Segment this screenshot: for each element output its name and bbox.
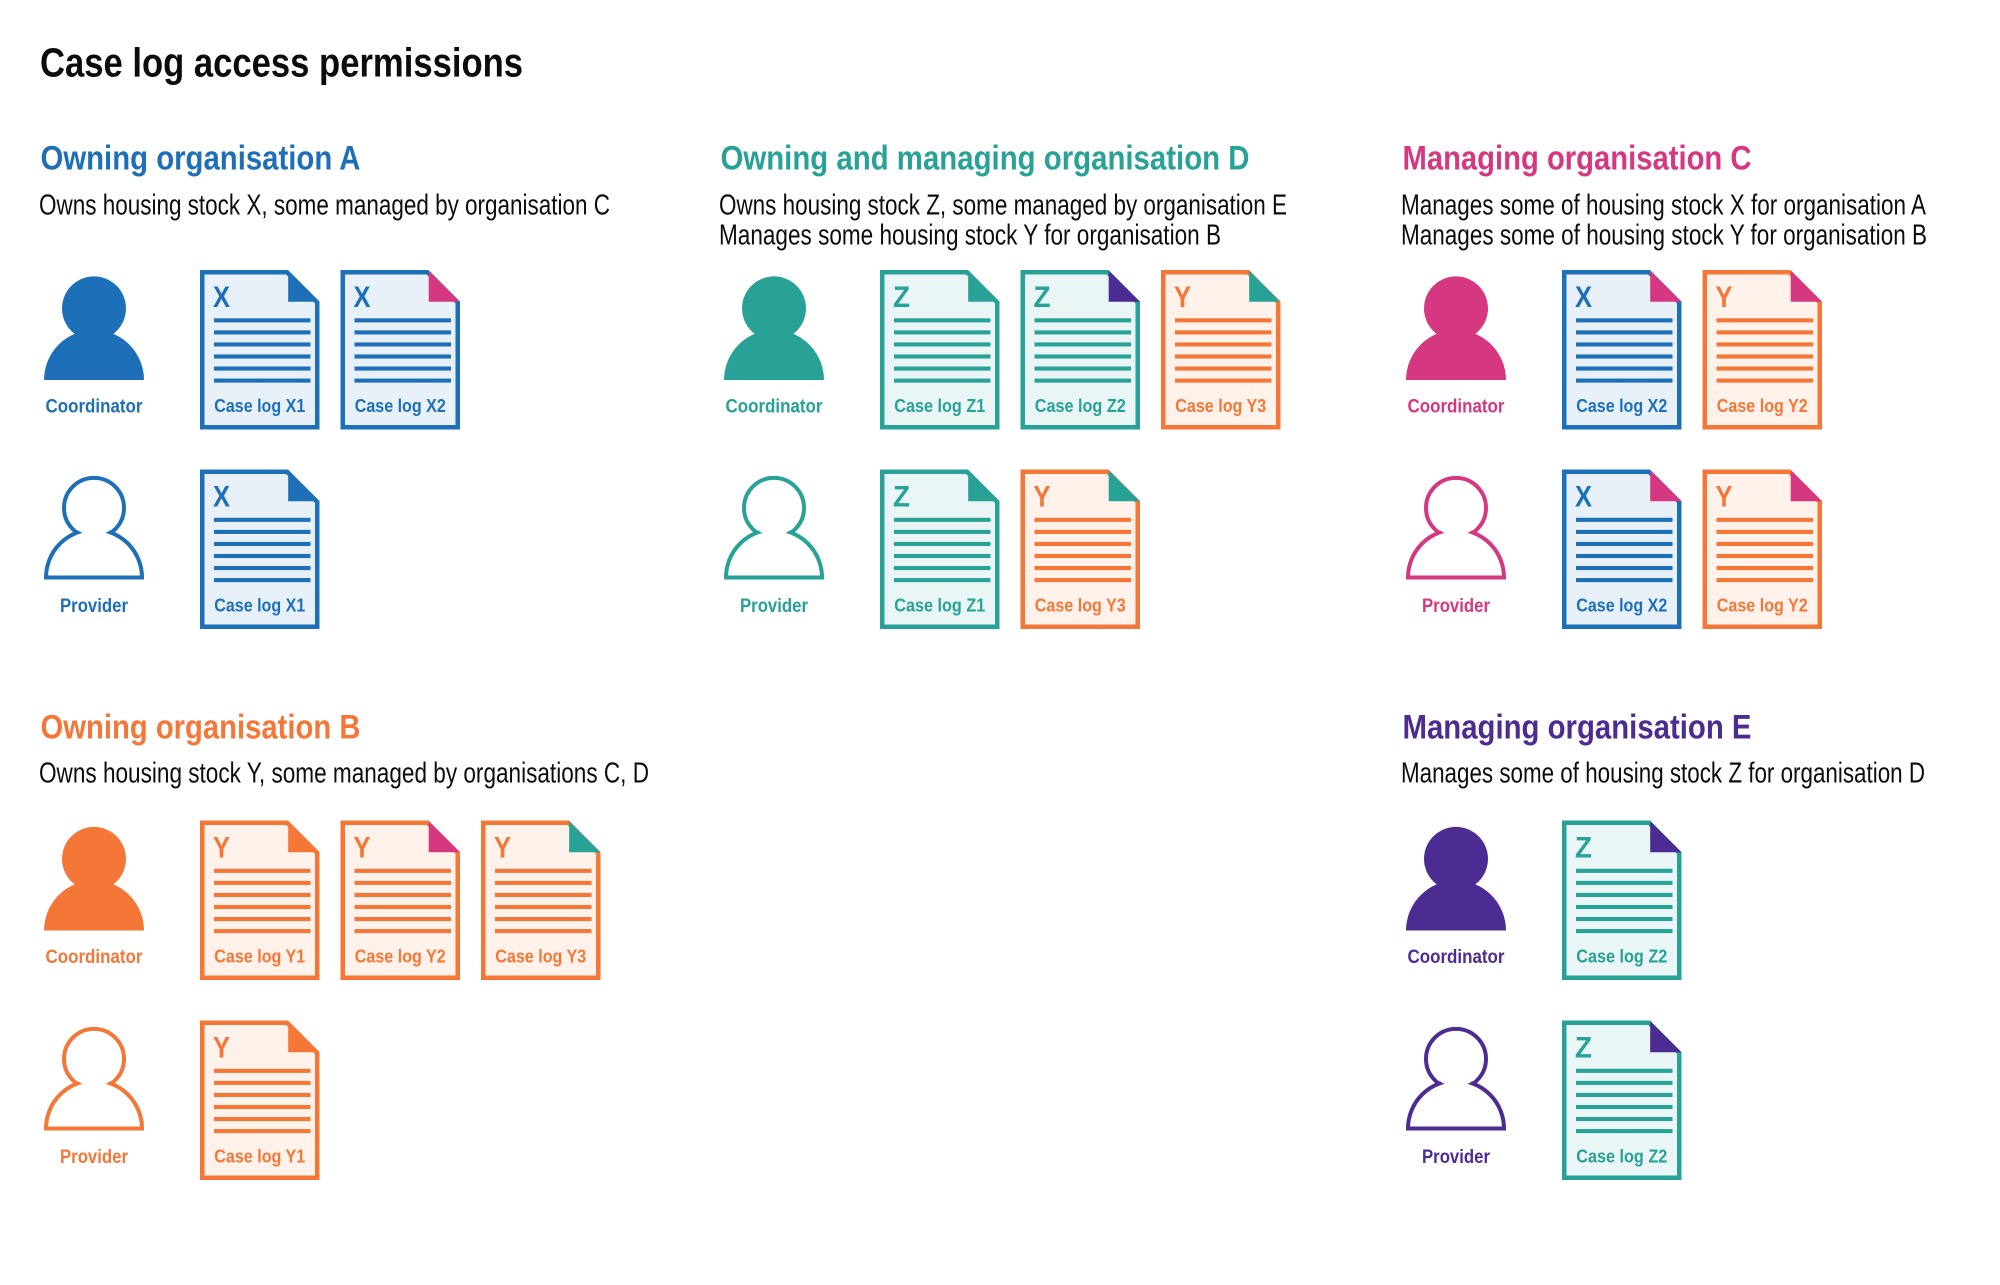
svg-text:X: X — [354, 281, 371, 314]
svg-text:Case log access permissions: Case log access permissions — [40, 40, 523, 86]
svg-text:Manages some housing stock Y f: Manages some housing stock Y for organis… — [719, 219, 1221, 251]
svg-text:Case log Y2: Case log Y2 — [1717, 396, 1808, 416]
svg-text:Y: Y — [494, 832, 511, 865]
svg-text:Provider: Provider — [1422, 1146, 1490, 1168]
svg-text:Case log X1: Case log X1 — [214, 396, 305, 416]
svg-text:Y: Y — [1034, 481, 1051, 514]
svg-text:Case log Z1: Case log Z1 — [894, 596, 985, 616]
svg-text:Case log Y3: Case log Y3 — [1175, 396, 1266, 416]
svg-text:Y: Y — [1716, 481, 1733, 514]
svg-text:Case log Y1: Case log Y1 — [214, 1147, 305, 1167]
svg-text:Provider: Provider — [60, 1146, 128, 1168]
svg-text:Case log Z2: Case log Z2 — [1576, 947, 1667, 967]
svg-text:Coordinator: Coordinator — [726, 395, 823, 417]
svg-text:Case log Z1: Case log Z1 — [894, 396, 985, 416]
svg-text:Owning and managing organisati: Owning and managing organisation D — [721, 139, 1250, 177]
svg-text:Z: Z — [893, 481, 910, 514]
svg-text:Owning organisation B: Owning organisation B — [41, 709, 361, 747]
svg-text:Manages some of housing stock: Manages some of housing stock Y for orga… — [1401, 219, 1927, 251]
svg-text:Owns housing stock X, some man: Owns housing stock X, some managed by or… — [39, 190, 610, 222]
svg-text:Owns housing stock Y, some man: Owns housing stock Y, some managed by or… — [39, 758, 649, 790]
svg-text:Case log Y1: Case log Y1 — [214, 947, 305, 967]
svg-text:Case log Z2: Case log Z2 — [1035, 396, 1126, 416]
svg-text:Z: Z — [1575, 1032, 1592, 1065]
svg-text:Y: Y — [1716, 281, 1733, 314]
svg-text:Provider: Provider — [1422, 595, 1490, 617]
svg-text:Case log Y3: Case log Y3 — [1035, 596, 1126, 616]
svg-text:Case log X2: Case log X2 — [1576, 396, 1667, 416]
svg-text:X: X — [1575, 481, 1592, 514]
svg-text:Coordinator: Coordinator — [1408, 395, 1505, 417]
svg-text:Z: Z — [1034, 281, 1051, 314]
svg-text:Y: Y — [1174, 281, 1191, 314]
svg-text:Managing organisation C: Managing organisation C — [1403, 139, 1752, 177]
svg-text:Provider: Provider — [60, 595, 128, 617]
svg-text:Managing organisation E: Managing organisation E — [1403, 709, 1752, 747]
svg-text:Coordinator: Coordinator — [1408, 946, 1505, 968]
svg-text:Owning organisation A: Owning organisation A — [41, 139, 361, 177]
svg-text:Coordinator: Coordinator — [46, 946, 143, 968]
svg-text:Y: Y — [213, 832, 230, 865]
svg-text:X: X — [213, 281, 230, 314]
svg-text:Y: Y — [354, 832, 371, 865]
svg-text:Y: Y — [213, 1032, 230, 1065]
svg-text:Manages some of housing stock: Manages some of housing stock X for orga… — [1401, 190, 1927, 222]
svg-text:Case log X2: Case log X2 — [1576, 596, 1667, 616]
svg-text:Case log X1: Case log X1 — [214, 596, 305, 616]
svg-text:Coordinator: Coordinator — [46, 395, 143, 417]
svg-text:Case log Y3: Case log Y3 — [495, 947, 586, 967]
svg-text:Case log Y2: Case log Y2 — [355, 947, 446, 967]
svg-text:Owns housing stock Z, some man: Owns housing stock Z, some managed by or… — [719, 190, 1287, 222]
svg-text:X: X — [213, 481, 230, 514]
svg-text:X: X — [1575, 281, 1592, 314]
svg-text:Z: Z — [1575, 832, 1592, 865]
svg-text:Manages some of housing stock: Manages some of housing stock Z for orga… — [1401, 758, 1925, 790]
svg-text:Case log Z2: Case log Z2 — [1576, 1147, 1667, 1167]
svg-text:Case log Y2: Case log Y2 — [1717, 596, 1808, 616]
svg-text:Z: Z — [893, 281, 910, 314]
svg-text:Provider: Provider — [740, 595, 808, 617]
svg-text:Case log X2: Case log X2 — [355, 396, 446, 416]
